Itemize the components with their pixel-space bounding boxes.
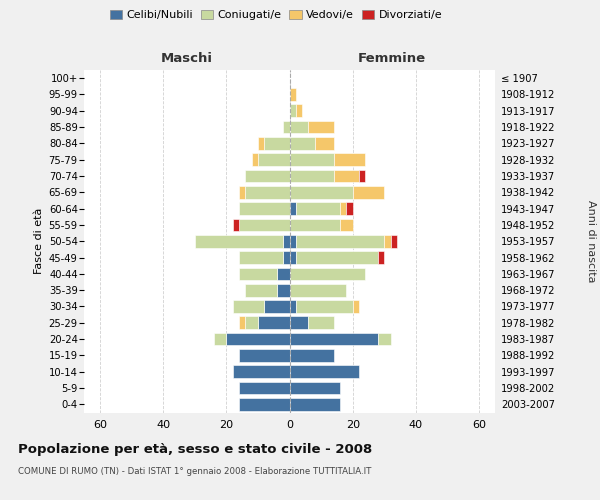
Bar	[290, 120, 308, 134]
Bar	[290, 154, 334, 166]
Bar	[290, 366, 359, 378]
Bar	[214, 332, 226, 345]
Text: Maschi: Maschi	[161, 52, 213, 65]
Bar	[239, 202, 290, 215]
Bar	[353, 186, 385, 198]
Bar	[290, 202, 296, 215]
Text: COMUNE DI RUMO (TN) - Dati ISTAT 1° gennaio 2008 - Elaborazione TUTTITALIA.IT: COMUNE DI RUMO (TN) - Dati ISTAT 1° genn…	[18, 468, 371, 476]
Bar	[239, 186, 245, 198]
Bar	[239, 218, 290, 232]
Bar	[290, 316, 308, 329]
Y-axis label: Fasce di età: Fasce di età	[34, 208, 44, 274]
Bar	[353, 300, 359, 313]
Bar	[290, 251, 296, 264]
Bar	[258, 154, 290, 166]
Bar	[245, 284, 277, 296]
Bar	[308, 120, 334, 134]
Bar	[315, 137, 334, 150]
Bar	[233, 218, 239, 232]
Bar	[194, 235, 283, 248]
Bar	[290, 300, 296, 313]
Bar	[290, 284, 346, 296]
Legend: Celibi/Nubili, Coniugati/e, Vedovi/e, Divorziati/e: Celibi/Nubili, Coniugati/e, Vedovi/e, Di…	[106, 6, 446, 25]
Bar	[296, 235, 385, 248]
Bar	[239, 251, 283, 264]
Bar	[296, 104, 302, 117]
Bar	[283, 235, 290, 248]
Bar	[308, 316, 334, 329]
Bar	[385, 235, 391, 248]
Bar	[258, 137, 264, 150]
Bar	[290, 186, 353, 198]
Bar	[290, 218, 340, 232]
Bar	[264, 137, 290, 150]
Bar	[290, 398, 340, 410]
Bar	[334, 170, 359, 182]
Bar	[226, 332, 290, 345]
Bar	[334, 154, 365, 166]
Bar	[245, 186, 290, 198]
Bar	[264, 300, 290, 313]
Bar	[239, 316, 245, 329]
Bar	[239, 349, 290, 362]
Bar	[378, 251, 385, 264]
Bar	[245, 316, 258, 329]
Text: Femmine: Femmine	[358, 52, 427, 65]
Bar	[290, 137, 315, 150]
Bar	[290, 88, 296, 101]
Bar	[239, 268, 277, 280]
Bar	[290, 382, 340, 394]
Bar	[245, 170, 290, 182]
Bar	[251, 154, 258, 166]
Bar	[290, 235, 296, 248]
Bar	[239, 382, 290, 394]
Bar	[340, 218, 353, 232]
Bar	[258, 316, 290, 329]
Bar	[277, 268, 290, 280]
Bar	[239, 398, 290, 410]
Bar	[290, 268, 365, 280]
Bar	[296, 251, 378, 264]
Bar	[359, 170, 365, 182]
Bar	[296, 202, 340, 215]
Bar	[233, 366, 290, 378]
Bar	[290, 170, 334, 182]
Bar	[290, 104, 296, 117]
Bar	[233, 300, 264, 313]
Bar	[277, 284, 290, 296]
Y-axis label: Anni di nascita: Anni di nascita	[586, 200, 596, 282]
Bar	[340, 202, 346, 215]
Bar	[290, 349, 334, 362]
Bar	[346, 202, 353, 215]
Bar	[290, 332, 378, 345]
Bar	[296, 300, 353, 313]
Bar	[283, 251, 290, 264]
Text: Popolazione per età, sesso e stato civile - 2008: Popolazione per età, sesso e stato civil…	[18, 442, 372, 456]
Bar	[378, 332, 391, 345]
Bar	[283, 120, 290, 134]
Bar	[391, 235, 397, 248]
